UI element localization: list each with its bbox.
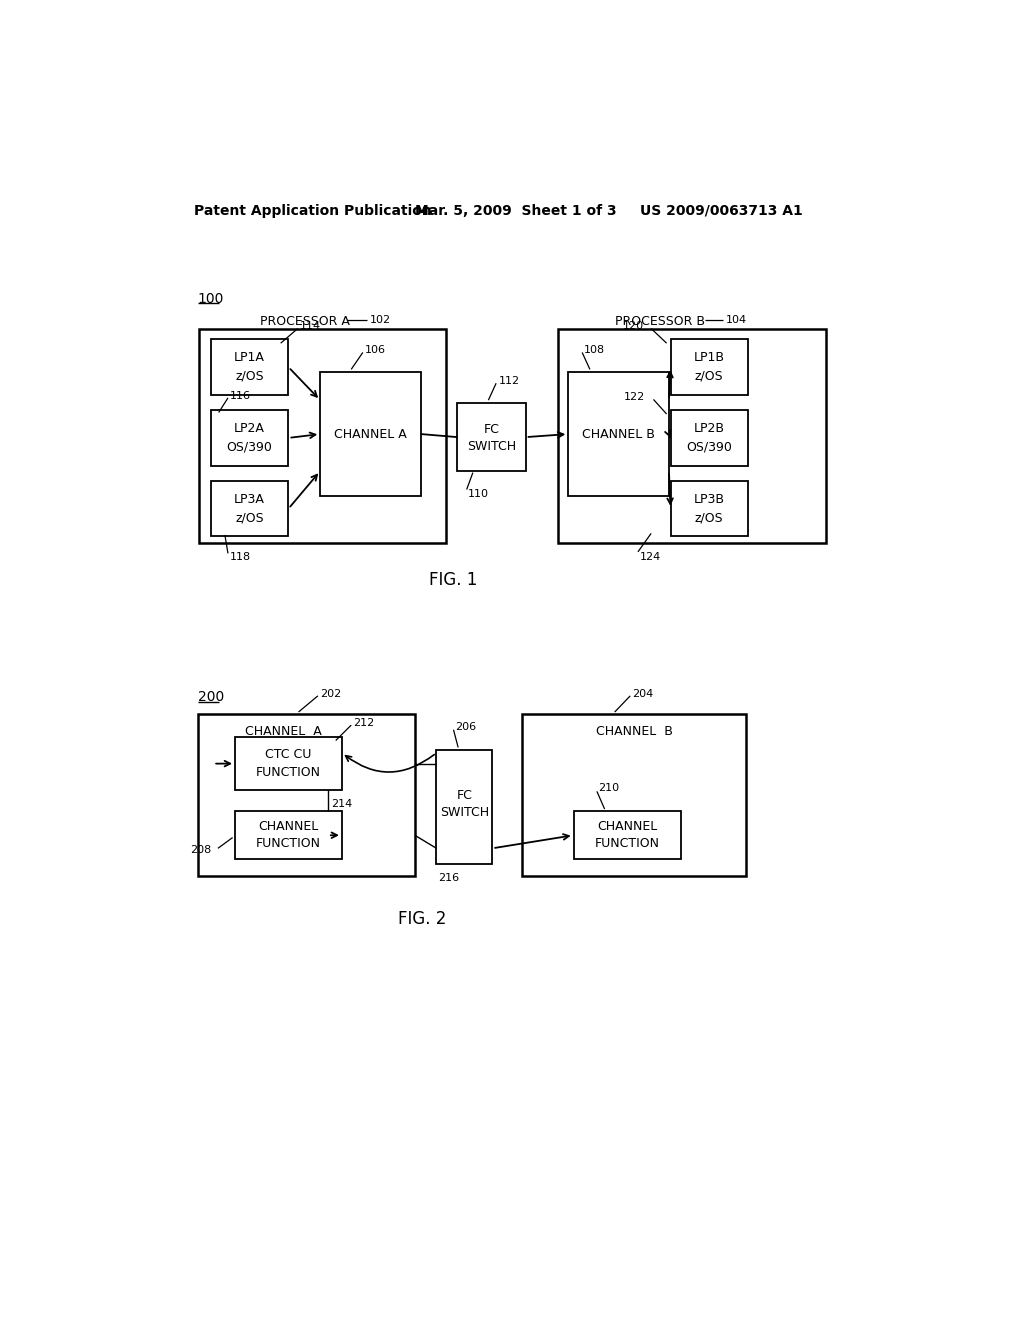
Text: SWITCH: SWITCH: [439, 807, 488, 820]
Text: FUNCTION: FUNCTION: [256, 767, 321, 779]
Text: 108: 108: [584, 345, 605, 355]
Bar: [211, 411, 289, 466]
Text: LP1A: LP1A: [234, 351, 265, 364]
Text: CHANNEL: CHANNEL: [597, 820, 657, 833]
Bar: [521, 714, 746, 876]
Text: LP3B: LP3B: [693, 492, 725, 506]
Text: Patent Application Publication: Patent Application Publication: [194, 203, 432, 218]
Text: 110: 110: [468, 490, 489, 499]
Text: 100: 100: [198, 292, 224, 305]
Text: PROCESSOR B: PROCESSOR B: [614, 315, 705, 329]
Text: 202: 202: [321, 689, 341, 698]
Bar: [200, 330, 445, 544]
Bar: [568, 372, 669, 496]
Text: 208: 208: [190, 845, 211, 855]
Bar: [234, 812, 342, 859]
Text: CHANNEL A: CHANNEL A: [334, 428, 407, 441]
Text: LP2A: LP2A: [234, 422, 265, 436]
Bar: [234, 738, 342, 789]
Bar: [458, 404, 525, 471]
Text: SWITCH: SWITCH: [467, 440, 516, 453]
Text: LP2B: LP2B: [693, 422, 725, 436]
Bar: [671, 480, 748, 536]
Bar: [671, 411, 748, 466]
Text: FC: FC: [483, 422, 500, 436]
Text: z/OS: z/OS: [236, 511, 264, 524]
Bar: [211, 339, 289, 395]
Text: CHANNEL  A: CHANNEL A: [245, 725, 322, 738]
Text: 106: 106: [366, 345, 386, 355]
Bar: [558, 330, 825, 544]
Text: CHANNEL: CHANNEL: [258, 820, 318, 833]
Text: LP3A: LP3A: [234, 492, 265, 506]
Text: 212: 212: [353, 718, 375, 727]
Text: 204: 204: [633, 689, 653, 698]
Bar: [211, 480, 289, 536]
Text: FUNCTION: FUNCTION: [256, 837, 321, 850]
Text: 104: 104: [726, 315, 748, 325]
Text: OS/390: OS/390: [686, 441, 732, 454]
Text: FUNCTION: FUNCTION: [595, 837, 659, 850]
Text: 122: 122: [624, 392, 645, 403]
Text: 112: 112: [499, 376, 519, 385]
Text: PROCESSOR A: PROCESSOR A: [260, 315, 349, 329]
Text: 200: 200: [198, 690, 224, 705]
Bar: [321, 372, 421, 496]
Text: z/OS: z/OS: [236, 370, 264, 383]
Text: LP1B: LP1B: [693, 351, 725, 364]
Text: 210: 210: [598, 783, 620, 793]
Text: FC: FC: [457, 789, 472, 803]
Text: CTC CU: CTC CU: [265, 748, 311, 760]
Bar: [573, 812, 681, 859]
Bar: [436, 750, 493, 863]
Text: 214: 214: [331, 799, 352, 809]
Text: 120: 120: [623, 321, 643, 331]
Text: z/OS: z/OS: [695, 511, 724, 524]
Text: 102: 102: [370, 315, 391, 325]
Text: OS/390: OS/390: [226, 441, 272, 454]
Bar: [671, 339, 748, 395]
Text: FIG. 2: FIG. 2: [398, 911, 446, 928]
Text: US 2009/0063713 A1: US 2009/0063713 A1: [640, 203, 802, 218]
Text: 206: 206: [455, 722, 476, 731]
Text: 124: 124: [640, 552, 660, 562]
Text: 118: 118: [230, 552, 252, 562]
Text: CHANNEL B: CHANNEL B: [582, 428, 655, 441]
Text: Mar. 5, 2009  Sheet 1 of 3: Mar. 5, 2009 Sheet 1 of 3: [415, 203, 616, 218]
Bar: [198, 714, 415, 876]
Text: FIG. 1: FIG. 1: [429, 572, 477, 589]
Text: 114: 114: [300, 321, 322, 331]
Text: 216: 216: [438, 873, 459, 883]
Text: CHANNEL  B: CHANNEL B: [596, 725, 673, 738]
Text: z/OS: z/OS: [695, 370, 724, 383]
Text: 116: 116: [230, 391, 251, 400]
